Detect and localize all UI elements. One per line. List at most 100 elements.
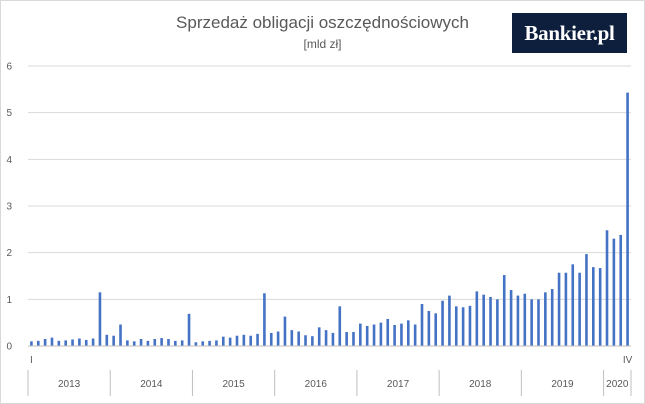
bar — [84, 339, 88, 346]
bar — [167, 339, 170, 346]
bar — [496, 299, 499, 346]
bar — [311, 336, 314, 346]
bar — [180, 340, 184, 346]
bar — [530, 299, 533, 346]
bar — [468, 305, 472, 346]
bar — [91, 338, 95, 346]
bar — [345, 332, 348, 346]
bar — [523, 293, 527, 346]
year-label: 2015 — [222, 379, 245, 390]
bar — [263, 293, 266, 346]
bar — [489, 297, 492, 346]
bar — [283, 316, 287, 346]
bar — [379, 322, 383, 346]
bar — [187, 313, 191, 346]
bar — [550, 289, 554, 346]
year-label: 2017 — [387, 379, 410, 390]
bar — [126, 340, 129, 346]
year-label: 2014 — [140, 379, 163, 390]
bar — [448, 295, 451, 346]
bar — [454, 306, 458, 346]
bar — [413, 324, 417, 346]
bar — [359, 323, 362, 346]
bar — [235, 335, 239, 346]
first-month-label: I — [30, 355, 33, 366]
bar — [372, 324, 376, 346]
bar — [365, 325, 369, 346]
bar — [427, 311, 431, 346]
bar — [352, 332, 355, 346]
bar — [208, 340, 211, 346]
bar — [290, 330, 294, 346]
bar — [317, 327, 321, 346]
bar — [441, 300, 444, 346]
bar — [304, 335, 307, 346]
bar — [57, 340, 61, 346]
bar — [338, 306, 342, 346]
year-label: 2019 — [551, 379, 574, 390]
bar — [71, 339, 74, 346]
bar — [571, 264, 575, 346]
bar — [221, 336, 225, 346]
bar — [331, 332, 335, 346]
bar — [393, 325, 396, 346]
bar — [249, 335, 253, 346]
y-tick-label: 4 — [6, 155, 12, 166]
bar — [578, 272, 581, 346]
bar — [50, 337, 54, 346]
bar — [153, 339, 157, 346]
bar — [626, 92, 629, 346]
bar — [43, 339, 47, 346]
bar — [269, 332, 273, 346]
bar — [324, 330, 328, 346]
bar — [98, 292, 102, 346]
bar — [276, 331, 280, 346]
bar — [194, 342, 198, 346]
bar — [509, 290, 513, 346]
bar — [420, 304, 424, 346]
y-tick-label: 0 — [6, 342, 12, 353]
last-month-label: IV — [623, 355, 633, 366]
bar — [598, 268, 602, 346]
bar — [619, 234, 623, 346]
bar — [228, 337, 232, 346]
bar — [105, 334, 109, 346]
bar — [585, 254, 588, 346]
bar — [119, 324, 122, 346]
bar — [174, 340, 177, 346]
bar — [201, 341, 205, 346]
y-tick-label: 3 — [6, 202, 12, 213]
bar — [146, 340, 150, 346]
bar — [461, 307, 465, 346]
bar — [64, 340, 67, 346]
bar — [434, 313, 438, 346]
bar — [592, 267, 595, 346]
bar — [160, 338, 163, 346]
year-label: 2018 — [469, 379, 492, 390]
bar — [30, 341, 33, 346]
logo-text: Bankier.pl — [524, 21, 615, 45]
y-tick-label: 1 — [6, 295, 12, 306]
chart-subtitle: [mld zł] — [303, 37, 342, 51]
bar — [537, 299, 540, 346]
bar — [400, 323, 403, 346]
bar — [242, 334, 246, 346]
bar — [139, 339, 143, 346]
year-label: 2020 — [606, 379, 629, 390]
bar — [564, 272, 568, 346]
bar — [406, 320, 410, 346]
bar — [78, 338, 81, 346]
chart-title: Sprzedaż obligacji oszczędnościowych — [176, 13, 469, 32]
bar — [544, 292, 547, 346]
bar — [605, 230, 609, 346]
bar — [112, 335, 115, 346]
bankier-logo: Bankier.pl — [512, 13, 627, 53]
bar — [482, 294, 485, 346]
y-tick-label: 5 — [6, 108, 12, 119]
year-label: 2016 — [305, 379, 328, 390]
bar — [36, 340, 40, 346]
bar — [132, 341, 136, 346]
bar — [215, 340, 218, 346]
y-tick-label: 6 — [6, 62, 12, 73]
